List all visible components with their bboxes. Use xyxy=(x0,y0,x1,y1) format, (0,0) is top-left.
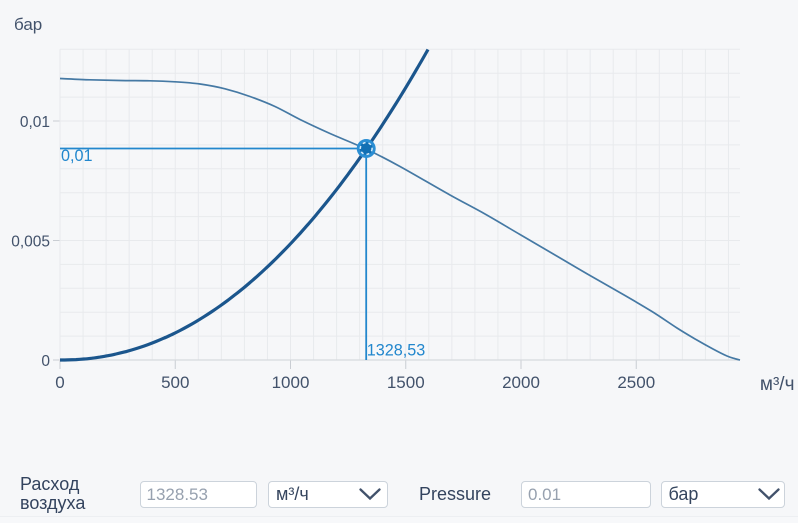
svg-text:0,01: 0,01 xyxy=(20,114,50,131)
svg-text:0: 0 xyxy=(41,353,50,370)
svg-text:500: 500 xyxy=(161,373,189,392)
svg-text:1500: 1500 xyxy=(387,373,425,392)
svg-text:0: 0 xyxy=(55,373,64,392)
svg-text:0,005: 0,005 xyxy=(11,234,50,251)
svg-text:2500: 2500 xyxy=(617,373,655,392)
svg-text:1000: 1000 xyxy=(272,373,310,392)
svg-text:0,01: 0,01 xyxy=(61,147,93,165)
svg-text:м³/ч: м³/ч xyxy=(760,374,795,395)
svg-text:2000: 2000 xyxy=(502,373,540,392)
svg-text:бар: бар xyxy=(14,15,42,34)
svg-text:1328,53: 1328,53 xyxy=(367,342,426,360)
